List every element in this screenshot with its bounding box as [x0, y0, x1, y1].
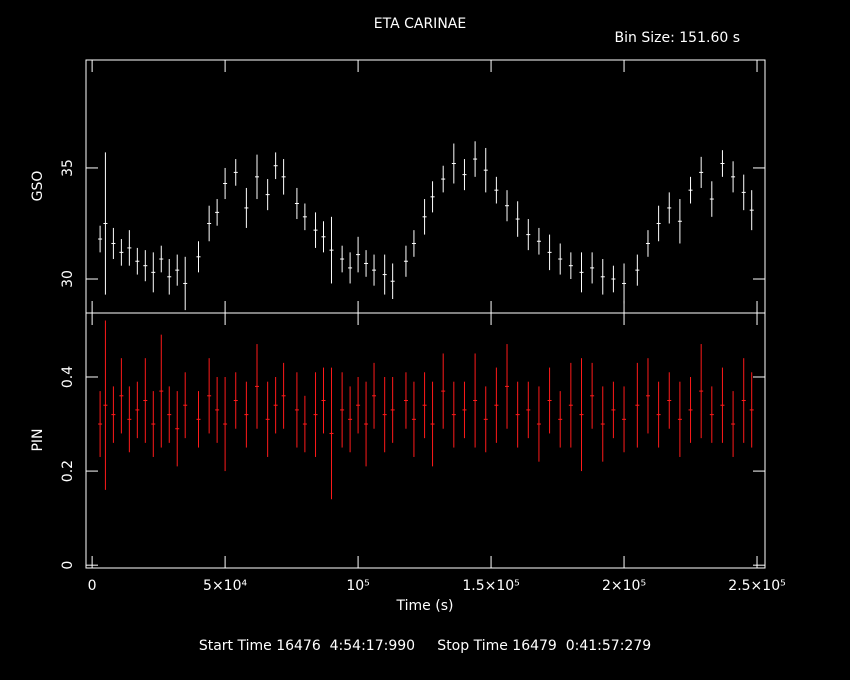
panel-frame	[85, 312, 766, 569]
y-tick-label: 35	[60, 159, 76, 177]
y-tick-label: 0.2	[60, 460, 76, 482]
y-axis-label: PIN	[30, 428, 46, 451]
chart-title: ETA CARINAE	[374, 16, 466, 32]
series	[98, 141, 754, 311]
x-axis-label: Time (s)	[396, 598, 454, 614]
bin-size: Bin Size: 151.60 s	[615, 30, 740, 46]
x-tick-label: 1.5×10⁵	[462, 578, 519, 594]
x-tick-label: 10⁵	[346, 578, 369, 594]
y-axis-label: GSO	[30, 171, 46, 202]
x-tick-label: 2×10⁵	[602, 578, 646, 594]
series	[98, 320, 754, 500]
y-tick-label: 0.4	[60, 366, 76, 388]
x-tick-label: 2.5×10⁵	[728, 578, 785, 594]
x-tick-label: 0	[88, 578, 97, 594]
footer: Start Time 16476 4:54:17:990 Stop Time 1…	[199, 638, 651, 654]
x-tick-label: 5×10⁴	[203, 578, 247, 594]
y-tick-label: 0	[60, 561, 76, 570]
y-tick-label: 30	[60, 270, 76, 288]
